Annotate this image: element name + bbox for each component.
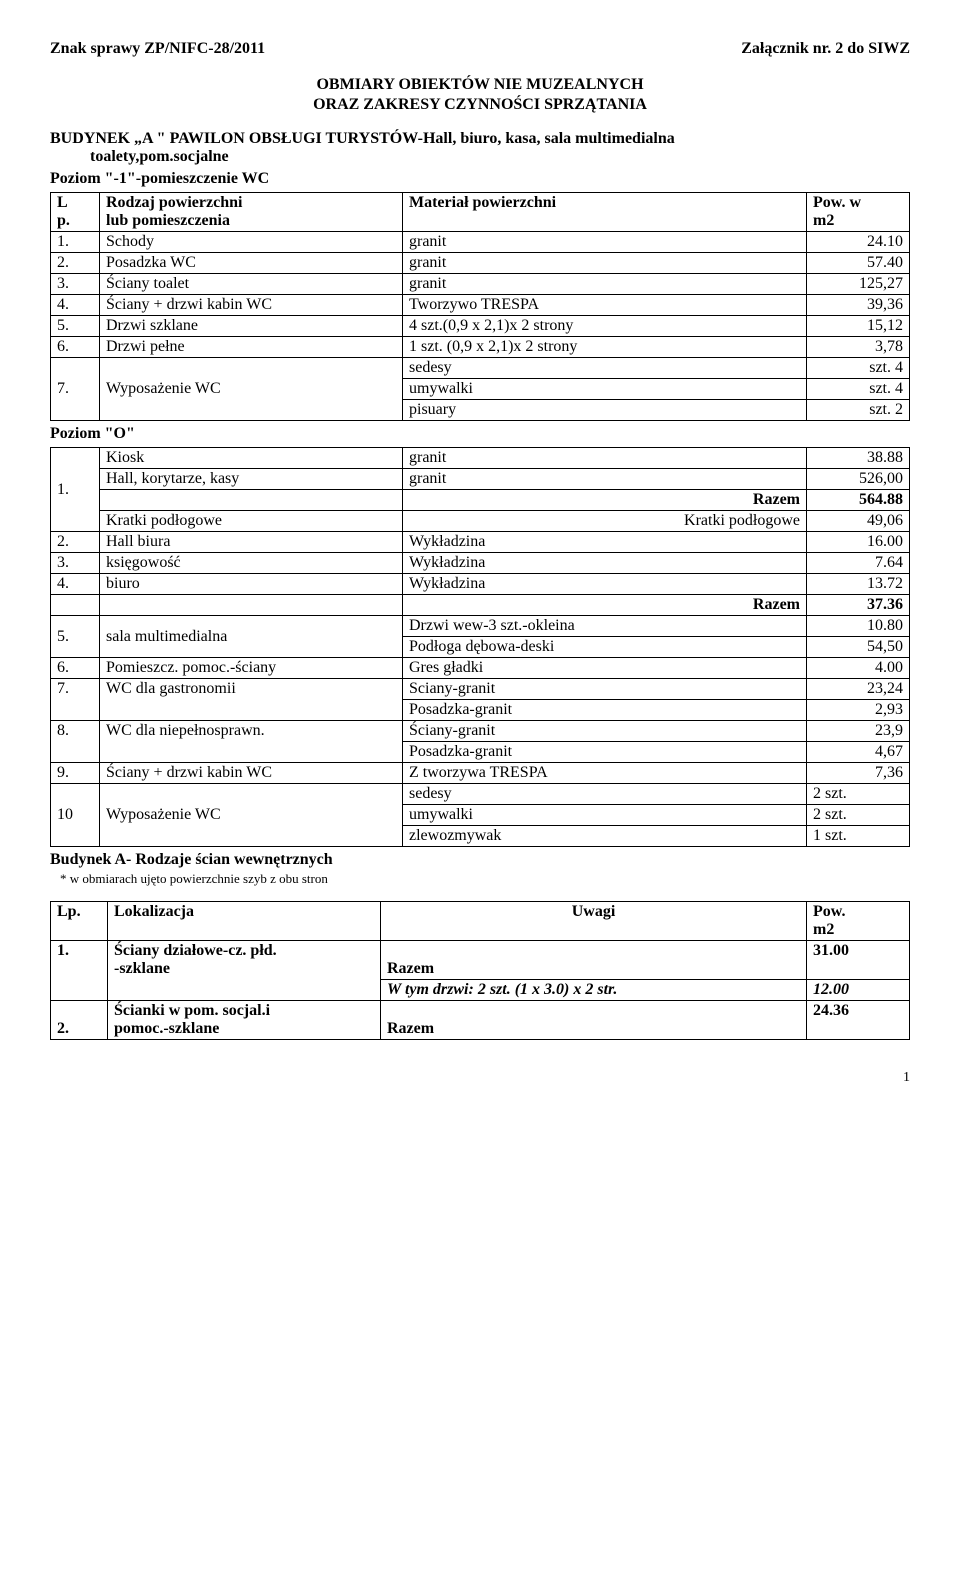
walls-title: Budynek A- Rodzaje ścian wewnętrznych bbox=[50, 851, 910, 869]
table-level-O: 1. Kioskgranit38.88 Hall, korytarze, kas… bbox=[50, 447, 910, 847]
attachment-label: Załącznik nr. 2 do SIWZ bbox=[741, 40, 910, 58]
level-minus1: Poziom "-1"-pomieszczenie WC bbox=[50, 170, 910, 188]
title-sub: ORAZ ZAKRESY CZYNNOŚCI SPRZĄTANIA bbox=[50, 96, 910, 114]
table-level-minus1: Lp. Rodzaj powierzchnilub pomieszczenia … bbox=[50, 192, 910, 421]
col-pow: Pow. wm2 bbox=[807, 193, 910, 232]
table-head-row: Lp. Rodzaj powierzchnilub pomieszczenia … bbox=[51, 193, 910, 232]
level-O: Poziom "O" bbox=[50, 425, 910, 443]
page-number: 1 bbox=[50, 1070, 910, 1086]
table-walls: Lp. Lokalizacja Uwagi Pow.m2 1. Ściany d… bbox=[50, 901, 910, 1040]
building-line-2: toalety,pom.socjalne bbox=[50, 148, 910, 166]
building-line-1: BUDYNEK „A " PAWILON OBSŁUGI TURYSTÓW-Ha… bbox=[50, 130, 910, 148]
walls-note: * w obmiarach ujęto powierzchnie szyb z … bbox=[60, 871, 910, 887]
case-sign: Znak sprawy ZP/NIFC-28/2011 bbox=[50, 40, 265, 58]
title-main: OBMIARY OBIEKTÓW NIE MUZEALNYCH bbox=[50, 76, 910, 94]
col-rodzaj: Rodzaj powierzchnilub pomieszczenia bbox=[100, 193, 403, 232]
col-material: Materiał powierzchni bbox=[403, 193, 807, 232]
col-lp: Lp. bbox=[51, 193, 100, 232]
doc-header: Znak sprawy ZP/NIFC-28/2011 Załącznik nr… bbox=[50, 40, 910, 58]
